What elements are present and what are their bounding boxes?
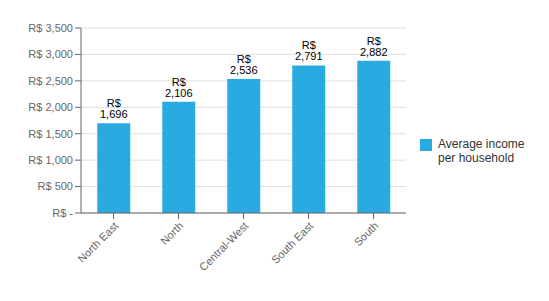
svg-text:R$1,696: R$1,696 [100, 97, 128, 120]
svg-text:R$2,536: R$2,536 [230, 53, 258, 76]
svg-text:R$ 2,000: R$ 2,000 [28, 101, 73, 113]
svg-text:R$2,791: R$2,791 [295, 39, 323, 62]
html-text:per household: per household [438, 150, 515, 165]
svg-text:North East: North East [75, 219, 120, 264]
svg-text:South East: South East [269, 219, 316, 266]
svg-text:R$ 2,500: R$ 2,500 [28, 75, 73, 87]
svg-text:North: North [158, 219, 186, 247]
svg-text:Central-West: Central-West [197, 219, 251, 273]
svg-text:R$ 3,000: R$ 3,000 [28, 48, 73, 60]
svg-text:R$ 1,000: R$ 1,000 [28, 154, 73, 166]
svg-text:R$ -: R$ - [52, 207, 73, 219]
svg-text:R$ 500: R$ 500 [38, 180, 73, 192]
svg-text:South: South [352, 219, 381, 248]
svg-text:R$2,882: R$2,882 [360, 35, 388, 58]
svg-text:R$2,106: R$2,106 [165, 76, 193, 99]
html-text:Average income: Average income [438, 136, 525, 151]
svg-text:R$ 1,500: R$ 1,500 [28, 128, 73, 140]
svg-text:R$ 3,500: R$ 3,500 [28, 22, 73, 34]
